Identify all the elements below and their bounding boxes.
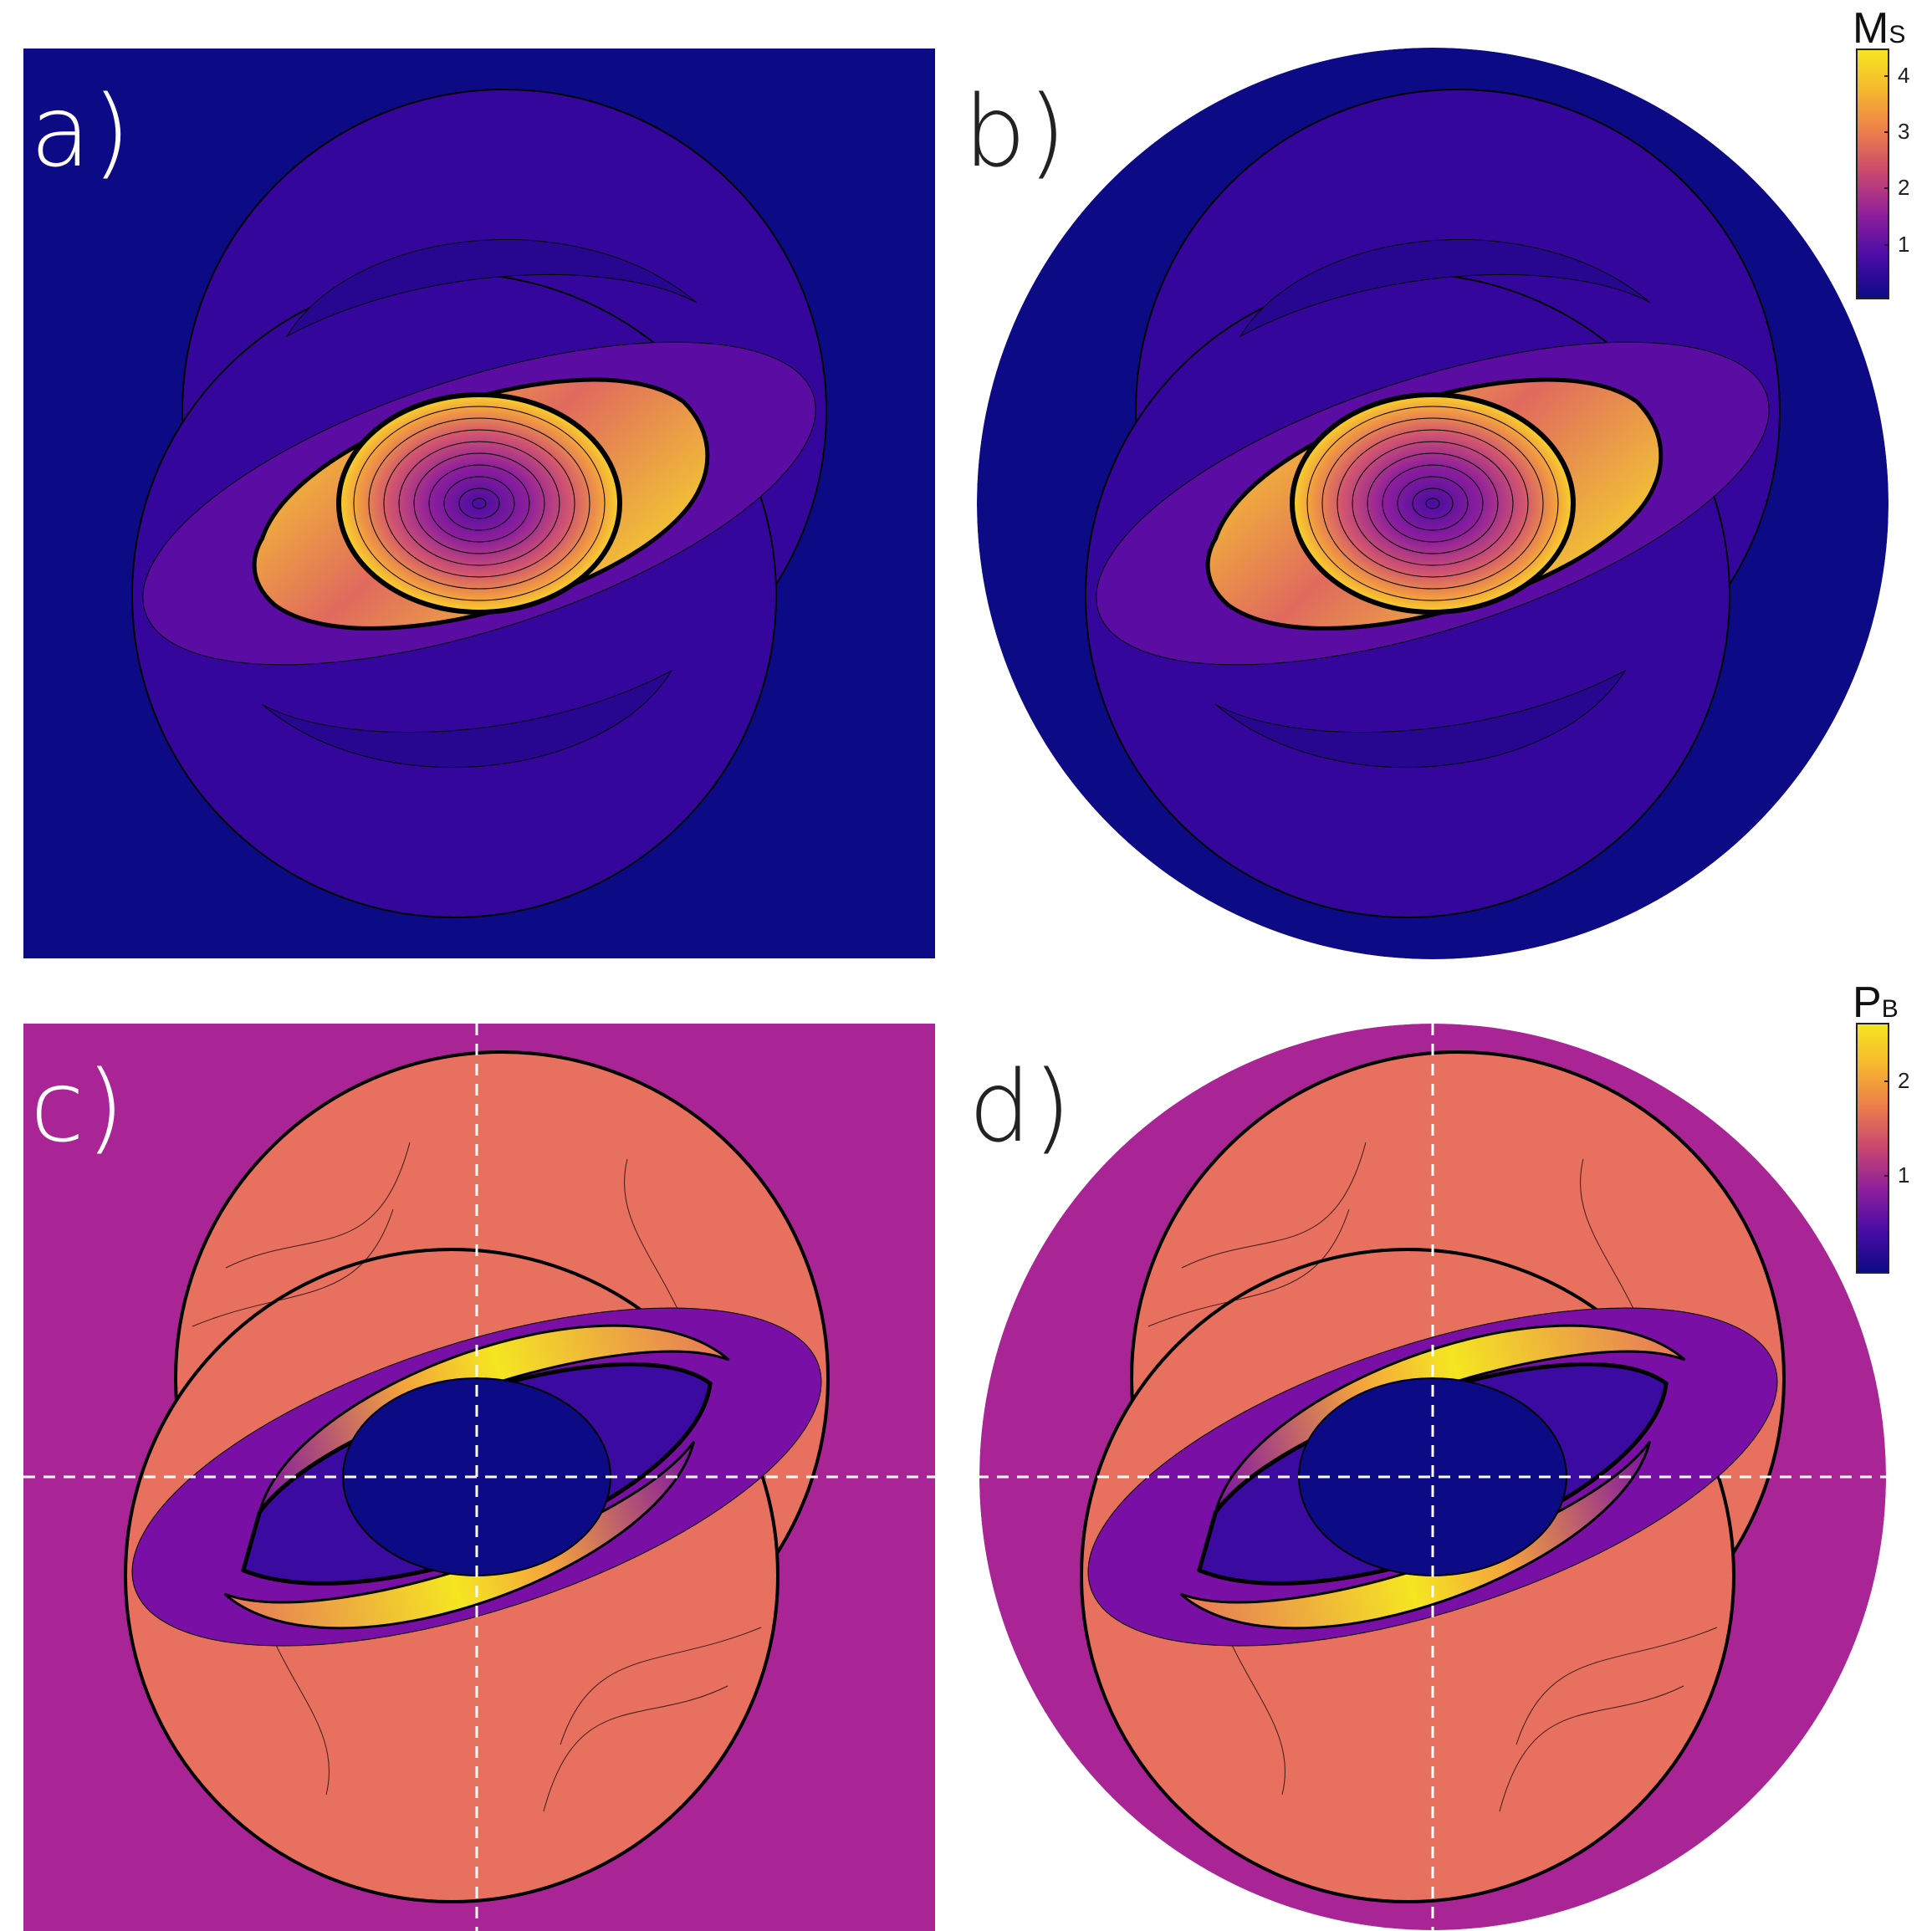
colorbar-pb-tickmark [1884,1080,1889,1082]
panel-b-label: b) [963,74,1068,189]
panel-b: b) [963,48,1889,959]
colorbar-ms-tick: 2 [1898,175,1910,200]
core-contours [1306,406,1559,601]
colorbar-ms-tick: 1 [1898,232,1910,257]
colorbar-ms-gradient [1856,49,1889,299]
panel-d-label: d) [969,1049,1073,1164]
colorbar-pb-gradient [1856,1023,1889,1274]
colorbar-pb: PB 2 1 [1853,974,1932,1284]
panel-d: d) [969,1024,1889,1931]
colorbar-ms-tick: 3 [1898,119,1910,144]
upper-swirl [285,238,698,338]
core-disc [1290,392,1576,615]
lower-swirl [1214,669,1627,769]
core-contours [353,406,606,601]
panel-a-label: a) [30,74,133,189]
panel-c: c) [23,1024,935,1931]
panel-b-plot [977,48,1889,959]
colorbar-pb-tickmark [1884,1175,1889,1177]
panel-a: a) [23,49,935,958]
panel-c-label: c) [30,1049,126,1164]
colorbar-ms-tickmark [1884,75,1889,77]
panel-d-plot [979,1024,1886,1930]
colorbar-pb-title: PB [1853,978,1899,1027]
colorbar-ms-tickmark [1884,244,1889,246]
panel-c-plot [23,1024,935,1931]
colorbar-pb-tick: 2 [1898,1068,1910,1093]
colorbar-ms-title: MS [1853,4,1906,53]
colorbar-ms-tick: 4 [1898,63,1910,88]
colorbar-ms-tickmark [1884,131,1889,133]
lower-swirl [261,669,673,769]
colorbar-ms-tickmark [1884,187,1889,189]
colorbar-ms: MS 4 3 2 1 [1853,0,1932,309]
colorbar-pb-tick: 1 [1898,1162,1910,1188]
panel-a-plot [23,49,935,958]
core-disc [336,392,622,615]
upper-swirl [1239,238,1651,338]
